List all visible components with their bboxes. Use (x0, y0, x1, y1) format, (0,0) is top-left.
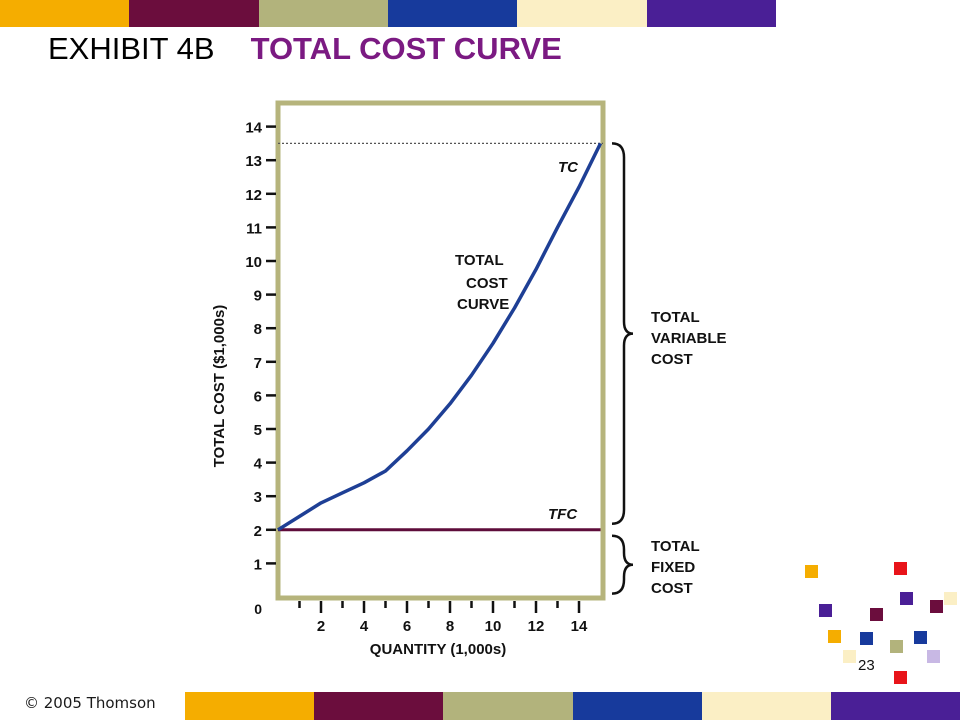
color-bar-segment (830, 692, 960, 720)
y-tick-label: 7 (254, 355, 262, 372)
deco-square (890, 640, 903, 653)
x-tick-label: 6 (403, 618, 411, 635)
deco-square (805, 565, 818, 578)
y-tick-label: 6 (254, 388, 262, 405)
y-tick-label: 13 (245, 153, 262, 170)
copyright: © 2005 Thomson (24, 694, 156, 712)
color-bar-segment (517, 0, 647, 27)
curve-annotation-line: COST (466, 275, 508, 292)
color-bar-segment (185, 692, 315, 720)
deco-square (843, 650, 856, 663)
color-bar-segment (646, 0, 776, 27)
y-tick-label: 10 (245, 254, 262, 271)
deco-square (930, 600, 943, 613)
deco-square (914, 631, 927, 644)
deco-square (944, 592, 957, 605)
color-bar-segment (314, 692, 444, 720)
fixed-cost-label-line: COST (651, 580, 693, 597)
color-bar-segment (572, 692, 702, 720)
variable-cost-label-line: COST (651, 351, 693, 368)
deco-square (870, 608, 883, 621)
x-tick-label: 12 (528, 618, 545, 635)
variable-cost-label-line: TOTAL (651, 309, 700, 326)
bottom-color-bar (185, 692, 960, 720)
tc-series-line (277, 142, 603, 532)
fixed-cost-label-line: TOTAL (651, 538, 700, 555)
variable-cost-label-line: VARIABLE (651, 330, 727, 347)
fixed-cost-brace (611, 534, 634, 595)
deco-square (860, 632, 873, 645)
fixed-cost-label-line: FIXED (651, 559, 695, 576)
x-tick-label: 14 (571, 618, 588, 635)
color-bar-segment (129, 0, 259, 27)
plot-frame (275, 100, 606, 601)
title-prefix: EXHIBIT 4B (48, 31, 215, 66)
title-main: TOTAL COST CURVE (250, 31, 562, 66)
deco-square (927, 650, 940, 663)
y-tick-label: 1 (254, 556, 262, 573)
x-tick-label: 4 (360, 618, 369, 635)
deco-square (894, 562, 907, 575)
color-bar-segment (701, 692, 831, 720)
deco-square (819, 604, 832, 617)
y-axis-label: TOTAL COST ($1,000s) (211, 305, 228, 468)
y-tick-label: 14 (245, 120, 262, 137)
y-tick-label: 5 (254, 422, 262, 439)
tfc-series-label: TFC (548, 506, 578, 523)
deco-square (828, 630, 841, 643)
x-tick-label: 10 (485, 618, 502, 635)
y-tick-label: 12 (245, 187, 262, 204)
color-bar-segment (387, 0, 518, 27)
y-tick-label: 8 (254, 321, 262, 338)
y-tick-label: 9 (254, 288, 262, 305)
x-axis-label: QUANTITY (1,000s) (370, 641, 506, 658)
y-tick-label: 2 (254, 523, 262, 540)
x-tick-label: 2 (317, 618, 325, 635)
curve-annotation-line: TOTAL (455, 252, 504, 269)
top-color-bar (0, 0, 776, 27)
color-bar-segment (443, 692, 573, 720)
y-tick-label: 11 (246, 220, 262, 237)
curve-annotation-line: CURVE (457, 296, 509, 313)
y-tick-label: 3 (254, 489, 262, 506)
tc-series-label: TC (558, 159, 579, 176)
color-bar-segment (258, 0, 388, 27)
y-tick-label: 4 (254, 456, 263, 473)
page-number: 23 (858, 657, 875, 674)
origin-label: 0 (254, 601, 262, 617)
deco-square (900, 592, 913, 605)
variable-cost-brace (611, 142, 634, 526)
color-bar-segment (0, 0, 130, 27)
deco-square (894, 671, 907, 684)
slide-title: EXHIBIT 4B TOTAL COST CURVE (48, 31, 562, 67)
x-tick-label: 8 (446, 618, 454, 635)
